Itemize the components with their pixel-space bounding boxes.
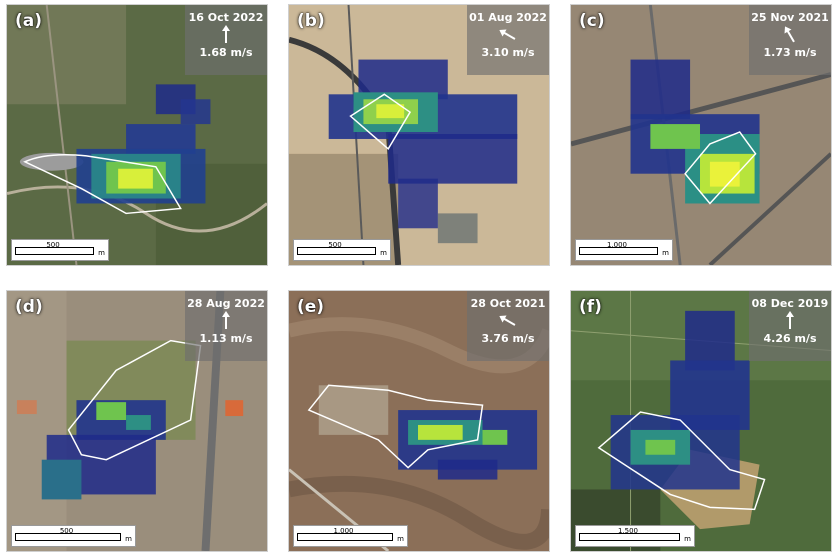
scale-label: 1,000 <box>333 527 354 535</box>
wind-arrow-icon <box>222 25 230 43</box>
wind-info-box: 25 Nov 2021 1.73 m/s <box>749 5 831 75</box>
wind-info-box: 16 Oct 2022 1.68 m/s <box>185 5 267 75</box>
wind-speed-label: 3.10 m/s <box>481 46 535 59</box>
panel-b: (b) 01 Aug 2022 3.10 m/s 500 m <box>288 4 550 266</box>
satellite-map-b <box>289 5 549 265</box>
scale-bar-line <box>297 533 393 541</box>
scale-unit: m <box>125 535 132 543</box>
plume-c <box>630 59 760 204</box>
wind-speed-label: 1.68 m/s <box>199 46 253 59</box>
panel-label: (d) <box>15 297 43 317</box>
wind-arrow-icon <box>499 315 516 326</box>
scale-unit: m <box>397 535 404 543</box>
scale-label: 500 <box>328 241 342 249</box>
date-label: 16 Oct 2022 <box>188 11 264 24</box>
panel-label: (f) <box>579 297 602 317</box>
scale-bar: 500 m <box>11 525 136 547</box>
wind-speed-label: 1.13 m/s <box>199 332 253 345</box>
scale-unit: m <box>684 535 691 543</box>
wind-info-box: 08 Dec 2019 4.26 m/s <box>749 291 831 361</box>
panel-e: (e) 28 Oct 2021 3.76 m/s 1,000 m <box>288 290 550 552</box>
panel-label: (b) <box>297 11 325 31</box>
date-label: 25 Nov 2021 <box>751 11 829 24</box>
wind-speed-label: 3.76 m/s <box>481 332 535 345</box>
wind-arrow-icon <box>786 311 794 329</box>
panel-label: (a) <box>15 11 43 31</box>
date-label: 01 Aug 2022 <box>469 11 547 24</box>
scale-label: 1,500 <box>617 527 639 535</box>
panel-a: (a) 16 Oct 2022 1.68 m/s 500 m <box>6 4 268 266</box>
plume-d <box>41 400 166 500</box>
scale-bar-line <box>579 247 658 255</box>
scale-label: 500 <box>59 527 74 535</box>
scale-bar: 1,000 m <box>293 525 408 547</box>
scale-unit: m <box>98 249 105 257</box>
scale-bar-line <box>297 247 376 255</box>
scale-unit: m <box>380 249 387 257</box>
panel-label: (e) <box>297 297 325 317</box>
satellite-map-e <box>289 291 549 551</box>
scale-bar: 500 m <box>293 239 391 261</box>
date-label: 28 Oct 2021 <box>470 297 546 310</box>
date-label: 28 Aug 2022 <box>187 297 265 310</box>
plume-b <box>328 59 518 229</box>
scale-bar-line <box>579 533 680 541</box>
panel-label: (c) <box>579 11 605 31</box>
panel-d: (d) 28 Aug 2022 1.13 m/s 500 m <box>6 290 268 552</box>
wind-info-box: 01 Aug 2022 3.10 m/s <box>467 5 549 75</box>
scale-bar: 1,500 m <box>575 525 695 547</box>
scale-label: 500 <box>46 241 60 249</box>
satellite-map-c <box>571 5 831 265</box>
wind-speed-label: 1.73 m/s <box>763 46 817 59</box>
date-label: 08 Dec 2019 <box>751 297 829 310</box>
scale-bar-line <box>15 247 94 255</box>
scale-unit: m <box>662 249 669 257</box>
wind-arrow-icon <box>222 311 230 329</box>
panel-f: (f) 08 Dec 2019 4.26 m/s 1,500 m <box>570 290 832 552</box>
wind-arrow-icon <box>499 29 516 40</box>
scale-bar: 500 m <box>11 239 109 261</box>
scale-bar: 1,000 m <box>575 239 673 261</box>
wind-speed-label: 4.26 m/s <box>763 332 817 345</box>
wind-arrow-icon <box>784 26 795 43</box>
panel-c: (c) 25 Nov 2021 1.73 m/s 1,000 m <box>570 4 832 266</box>
scale-bar-line <box>15 533 121 541</box>
scale-label: 1,000 <box>606 241 628 249</box>
wind-info-box: 28 Oct 2021 3.76 m/s <box>467 291 549 361</box>
plume-e <box>398 410 538 480</box>
wind-info-box: 28 Aug 2022 1.13 m/s <box>185 291 267 361</box>
plume-f <box>610 310 750 490</box>
